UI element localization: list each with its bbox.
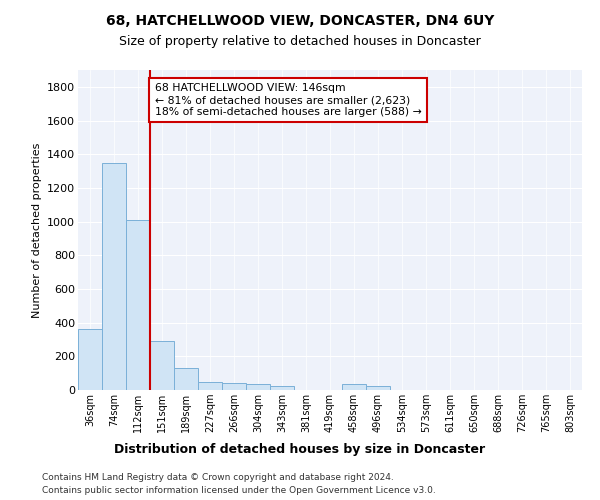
Bar — [222, 384, 246, 390]
Text: Size of property relative to detached houses in Doncaster: Size of property relative to detached ho… — [119, 35, 481, 48]
Text: Distribution of detached houses by size in Doncaster: Distribution of detached houses by size … — [115, 442, 485, 456]
Y-axis label: Number of detached properties: Number of detached properties — [32, 142, 41, 318]
Bar — [102, 162, 126, 390]
Text: 68 HATCHELLWOOD VIEW: 146sqm
← 81% of detached houses are smaller (2,623)
18% of: 68 HATCHELLWOOD VIEW: 146sqm ← 81% of de… — [155, 84, 422, 116]
Bar — [198, 382, 222, 390]
Text: 68, HATCHELLWOOD VIEW, DONCASTER, DN4 6UY: 68, HATCHELLWOOD VIEW, DONCASTER, DN4 6U… — [106, 14, 494, 28]
Bar — [150, 341, 174, 390]
Bar — [366, 386, 390, 390]
Text: Contains HM Land Registry data © Crown copyright and database right 2024.: Contains HM Land Registry data © Crown c… — [42, 472, 394, 482]
Bar — [246, 384, 270, 390]
Bar — [126, 220, 150, 390]
Bar — [270, 386, 294, 390]
Bar — [342, 384, 366, 390]
Text: Contains public sector information licensed under the Open Government Licence v3: Contains public sector information licen… — [42, 486, 436, 495]
Bar — [174, 368, 198, 390]
Bar — [78, 330, 102, 390]
